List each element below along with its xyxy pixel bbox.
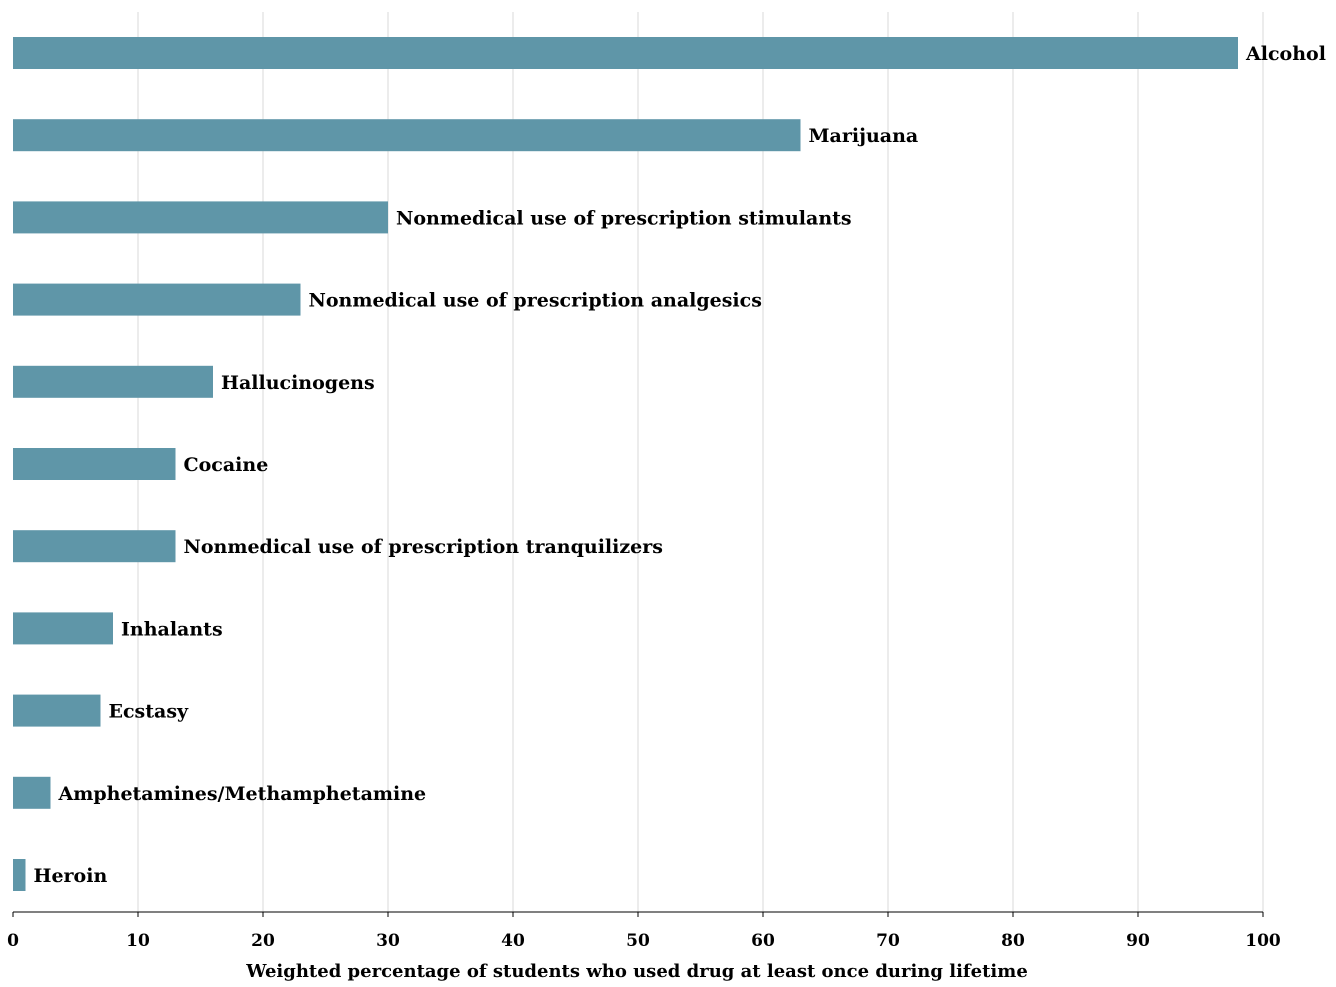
category-labels: Alcohol Marijuana Nonmedical use of prescr… bbox=[34, 43, 1326, 887]
x-tick-label-0: 0 bbox=[7, 931, 19, 951]
bar-0 bbox=[13, 37, 1238, 69]
x-tick-label-50: 50 bbox=[626, 931, 650, 951]
x-tick-label-30: 30 bbox=[376, 931, 400, 951]
category-label-3: Nonmedical use of prescription analgesic… bbox=[309, 290, 762, 312]
bar-5 bbox=[13, 448, 176, 480]
x-tick-label-90: 90 bbox=[1126, 931, 1150, 951]
x-axis: 0 10 20 30 40 50 60 70 80 90 100 bbox=[7, 911, 1281, 951]
gridlines bbox=[137, 12, 1264, 912]
x-tick-label-100: 100 bbox=[1245, 931, 1281, 951]
bar-9 bbox=[13, 776, 51, 809]
x-tick-label-60: 60 bbox=[751, 931, 775, 951]
x-tick-label-70: 70 bbox=[876, 931, 900, 951]
bars bbox=[13, 37, 1238, 891]
x-tick-label-80: 80 bbox=[1001, 931, 1025, 951]
bar-8 bbox=[13, 694, 101, 727]
category-label-4: Hallucinogens bbox=[221, 372, 375, 394]
x-tick-label-10: 10 bbox=[126, 931, 150, 951]
x-tick-label-40: 40 bbox=[501, 931, 525, 951]
bar-3 bbox=[13, 283, 301, 316]
category-label-10: Heroin bbox=[34, 865, 108, 887]
bar-7 bbox=[13, 612, 113, 645]
x-tick-label-20: 20 bbox=[251, 931, 275, 951]
category-label-2: Nonmedical use of prescription stimulant… bbox=[396, 207, 852, 229]
bar-4 bbox=[13, 365, 213, 398]
category-label-9: Amphetamines/Methamphetamine bbox=[58, 783, 427, 805]
category-label-5: Cocaine bbox=[184, 454, 269, 476]
bar-2 bbox=[13, 201, 388, 234]
category-label-0: Alcohol bbox=[1245, 43, 1326, 65]
category-label-6: Nonmedical use of prescription tranquili… bbox=[184, 536, 663, 558]
category-label-8: Ecstasy bbox=[109, 701, 190, 723]
x-axis-title: Weighted percentage of students who used… bbox=[245, 961, 1028, 982]
bar-10 bbox=[13, 859, 26, 891]
category-label-1: Marijuana bbox=[809, 125, 919, 147]
bar-1 bbox=[13, 119, 801, 152]
bar-6 bbox=[13, 530, 176, 563]
category-label-7: Inhalants bbox=[121, 618, 223, 640]
